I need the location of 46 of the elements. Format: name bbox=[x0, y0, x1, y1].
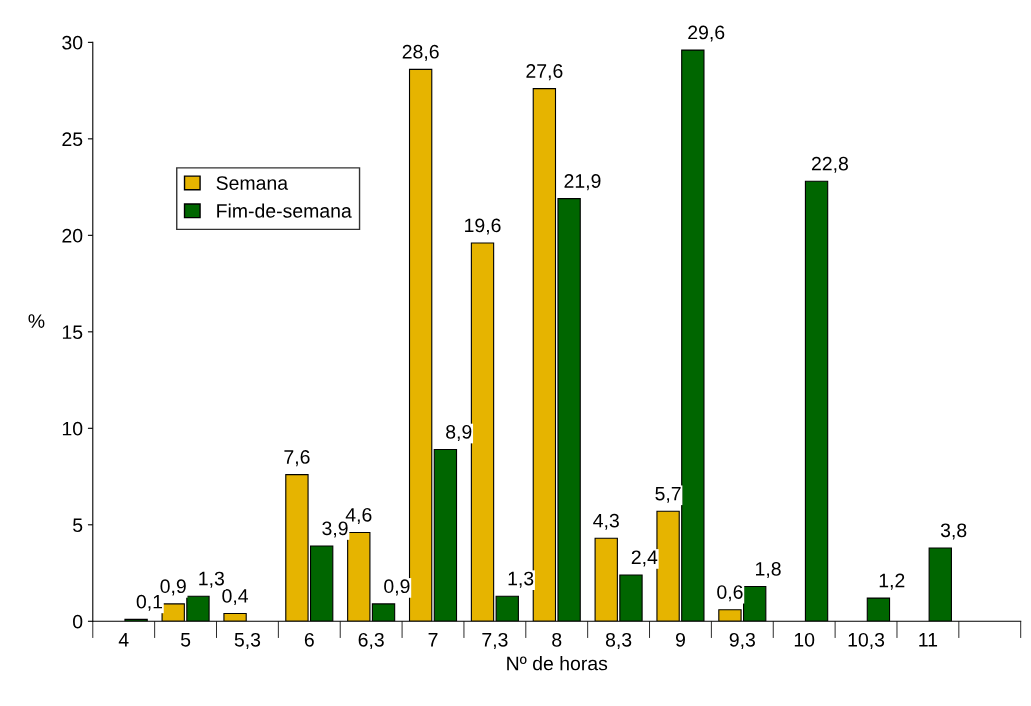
legend-label: Fim-de-semana bbox=[217, 203, 352, 218]
data-label: 8,9 bbox=[446, 424, 472, 442]
data-label: 5,7 bbox=[655, 486, 681, 503]
data-label: 2,4 bbox=[631, 550, 658, 567]
y-tick-label: 0 bbox=[73, 614, 83, 629]
data-label: 1,8 bbox=[756, 561, 781, 579]
y-tick-label: 5 bbox=[73, 518, 83, 533]
x-tick-label: 9 bbox=[675, 632, 685, 647]
y-tick-label: 30 bbox=[62, 35, 83, 50]
y-tick-label: 25 bbox=[62, 132, 83, 147]
legend-label: Semana bbox=[216, 176, 289, 190]
data-label: 0,9 bbox=[384, 579, 410, 596]
x-tick-label: 10 bbox=[794, 632, 815, 647]
y-tick-label: 15 bbox=[62, 325, 83, 340]
y-axis-title: % bbox=[28, 314, 45, 328]
data-label: 0,4 bbox=[222, 589, 249, 606]
data-label: 28,6 bbox=[402, 44, 439, 61]
x-tick-label: 8,3 bbox=[605, 632, 632, 649]
x-tick-label: 5 bbox=[180, 633, 191, 647]
x-axis-title: Nº de horas bbox=[507, 656, 608, 671]
data-label: 1,2 bbox=[879, 573, 905, 590]
x-tick-label: 7 bbox=[428, 633, 438, 647]
data-label: 0,9 bbox=[160, 579, 186, 596]
data-label: 29,6 bbox=[688, 25, 725, 42]
x-tick-label: 8 bbox=[552, 632, 562, 647]
x-tick-label: 6,3 bbox=[358, 632, 384, 649]
y-tick-label: 10 bbox=[62, 421, 83, 436]
x-tick-label: 10,3 bbox=[848, 632, 885, 649]
x-tick-label: 4 bbox=[118, 633, 129, 647]
data-label: 27,6 bbox=[526, 64, 563, 81]
data-label: 1,3 bbox=[199, 571, 224, 588]
x-tick-label: 11 bbox=[919, 633, 938, 647]
x-tick-label: 9,3 bbox=[729, 632, 755, 649]
data-label: 19,6 bbox=[465, 218, 501, 235]
data-label: 1,3 bbox=[508, 571, 534, 588]
x-tick-label: 7,3 bbox=[482, 632, 508, 649]
data-label: 0,1 bbox=[136, 594, 163, 611]
data-label: 3,8 bbox=[940, 523, 967, 540]
data-label: 4,3 bbox=[593, 513, 619, 530]
x-tick-label: 6 bbox=[304, 632, 314, 647]
y-tick-label: 20 bbox=[62, 228, 83, 243]
data-label: 0,6 bbox=[717, 585, 743, 602]
data-label: 21,9 bbox=[564, 174, 601, 191]
x-tick-label: 5,3 bbox=[234, 632, 261, 649]
data-label: 7,6 bbox=[284, 450, 310, 467]
data-label: 22,8 bbox=[811, 156, 848, 173]
